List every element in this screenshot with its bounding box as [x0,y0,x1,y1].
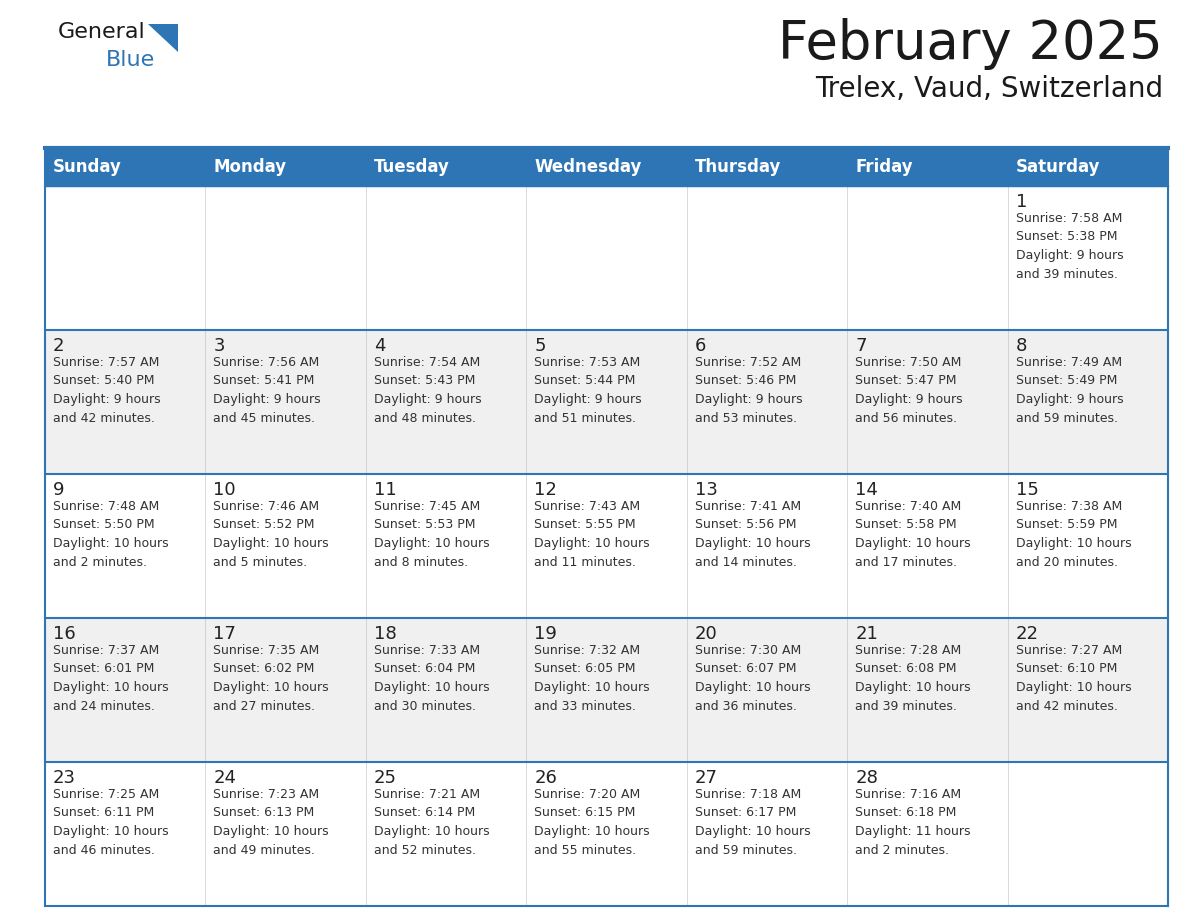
Text: 11: 11 [374,481,397,499]
Text: 9: 9 [53,481,64,499]
Text: 6: 6 [695,337,706,355]
Text: Trelex, Vaud, Switzerland: Trelex, Vaud, Switzerland [815,75,1163,103]
Bar [366,148,526,186]
Text: 8: 8 [1016,337,1026,355]
Bar [206,148,366,186]
Text: Sunrise: 7:30 AM
Sunset: 6:07 PM
Daylight: 10 hours
and 36 minutes.: Sunrise: 7:30 AM Sunset: 6:07 PM Dayligh… [695,644,810,712]
Text: Sunrise: 7:21 AM
Sunset: 6:14 PM
Daylight: 10 hours
and 52 minutes.: Sunrise: 7:21 AM Sunset: 6:14 PM Dayligh… [374,788,489,856]
Text: 24: 24 [214,769,236,787]
Text: Friday: Friday [855,158,912,176]
Text: Sunrise: 7:49 AM
Sunset: 5:49 PM
Daylight: 9 hours
and 59 minutes.: Sunrise: 7:49 AM Sunset: 5:49 PM Dayligh… [1016,356,1123,424]
Text: 3: 3 [214,337,225,355]
Bar [526,148,687,186]
Bar [45,474,1168,618]
Text: February 2025: February 2025 [778,18,1163,70]
Text: 22: 22 [1016,625,1038,643]
Text: Sunrise: 7:23 AM
Sunset: 6:13 PM
Daylight: 10 hours
and 49 minutes.: Sunrise: 7:23 AM Sunset: 6:13 PM Dayligh… [214,788,329,856]
Bar [45,762,1168,906]
Text: Sunrise: 7:43 AM
Sunset: 5:55 PM
Daylight: 10 hours
and 11 minutes.: Sunrise: 7:43 AM Sunset: 5:55 PM Dayligh… [535,500,650,568]
Text: Sunrise: 7:58 AM
Sunset: 5:38 PM
Daylight: 9 hours
and 39 minutes.: Sunrise: 7:58 AM Sunset: 5:38 PM Dayligh… [1016,212,1123,281]
Text: Sunrise: 7:37 AM
Sunset: 6:01 PM
Daylight: 10 hours
and 24 minutes.: Sunrise: 7:37 AM Sunset: 6:01 PM Dayligh… [53,644,169,712]
Text: Tuesday: Tuesday [374,158,450,176]
Text: Sunrise: 7:16 AM
Sunset: 6:18 PM
Daylight: 11 hours
and 2 minutes.: Sunrise: 7:16 AM Sunset: 6:18 PM Dayligh… [855,788,971,856]
Bar [45,618,1168,762]
Text: 2: 2 [53,337,64,355]
Text: 14: 14 [855,481,878,499]
Text: Sunrise: 7:28 AM
Sunset: 6:08 PM
Daylight: 10 hours
and 39 minutes.: Sunrise: 7:28 AM Sunset: 6:08 PM Dayligh… [855,644,971,712]
Text: Sunrise: 7:54 AM
Sunset: 5:43 PM
Daylight: 9 hours
and 48 minutes.: Sunrise: 7:54 AM Sunset: 5:43 PM Dayligh… [374,356,481,424]
Text: 1: 1 [1016,193,1026,211]
Bar [1007,148,1168,186]
Text: 19: 19 [535,625,557,643]
Text: Sunrise: 7:50 AM
Sunset: 5:47 PM
Daylight: 9 hours
and 56 minutes.: Sunrise: 7:50 AM Sunset: 5:47 PM Dayligh… [855,356,962,424]
Text: Sunrise: 7:56 AM
Sunset: 5:41 PM
Daylight: 9 hours
and 45 minutes.: Sunrise: 7:56 AM Sunset: 5:41 PM Dayligh… [214,356,321,424]
Text: 23: 23 [53,769,76,787]
Text: Sunrise: 7:57 AM
Sunset: 5:40 PM
Daylight: 9 hours
and 42 minutes.: Sunrise: 7:57 AM Sunset: 5:40 PM Dayligh… [53,356,160,424]
Text: Sunrise: 7:38 AM
Sunset: 5:59 PM
Daylight: 10 hours
and 20 minutes.: Sunrise: 7:38 AM Sunset: 5:59 PM Dayligh… [1016,500,1131,568]
Text: 20: 20 [695,625,718,643]
Text: 10: 10 [214,481,236,499]
Text: Sunrise: 7:41 AM
Sunset: 5:56 PM
Daylight: 10 hours
and 14 minutes.: Sunrise: 7:41 AM Sunset: 5:56 PM Dayligh… [695,500,810,568]
Text: Sunrise: 7:40 AM
Sunset: 5:58 PM
Daylight: 10 hours
and 17 minutes.: Sunrise: 7:40 AM Sunset: 5:58 PM Dayligh… [855,500,971,568]
Bar [45,148,206,186]
Text: Wednesday: Wednesday [535,158,642,176]
Text: Saturday: Saturday [1016,158,1100,176]
Text: Monday: Monday [214,158,286,176]
Text: Sunrise: 7:18 AM
Sunset: 6:17 PM
Daylight: 10 hours
and 59 minutes.: Sunrise: 7:18 AM Sunset: 6:17 PM Dayligh… [695,788,810,856]
Text: 27: 27 [695,769,718,787]
Text: Sunday: Sunday [53,158,122,176]
Bar [45,330,1168,474]
Bar [687,148,847,186]
Text: Sunrise: 7:35 AM
Sunset: 6:02 PM
Daylight: 10 hours
and 27 minutes.: Sunrise: 7:35 AM Sunset: 6:02 PM Dayligh… [214,644,329,712]
Bar [847,148,1007,186]
Text: 16: 16 [53,625,76,643]
Text: Sunrise: 7:53 AM
Sunset: 5:44 PM
Daylight: 9 hours
and 51 minutes.: Sunrise: 7:53 AM Sunset: 5:44 PM Dayligh… [535,356,642,424]
Text: Sunrise: 7:46 AM
Sunset: 5:52 PM
Daylight: 10 hours
and 5 minutes.: Sunrise: 7:46 AM Sunset: 5:52 PM Dayligh… [214,500,329,568]
Text: Thursday: Thursday [695,158,781,176]
Polygon shape [148,24,178,52]
Text: 25: 25 [374,769,397,787]
Text: 12: 12 [535,481,557,499]
Text: 26: 26 [535,769,557,787]
Text: Sunrise: 7:52 AM
Sunset: 5:46 PM
Daylight: 9 hours
and 53 minutes.: Sunrise: 7:52 AM Sunset: 5:46 PM Dayligh… [695,356,802,424]
Text: 15: 15 [1016,481,1038,499]
Text: General: General [58,22,146,42]
Text: Sunrise: 7:25 AM
Sunset: 6:11 PM
Daylight: 10 hours
and 46 minutes.: Sunrise: 7:25 AM Sunset: 6:11 PM Dayligh… [53,788,169,856]
Text: Sunrise: 7:32 AM
Sunset: 6:05 PM
Daylight: 10 hours
and 33 minutes.: Sunrise: 7:32 AM Sunset: 6:05 PM Dayligh… [535,644,650,712]
Text: Sunrise: 7:48 AM
Sunset: 5:50 PM
Daylight: 10 hours
and 2 minutes.: Sunrise: 7:48 AM Sunset: 5:50 PM Dayligh… [53,500,169,568]
Text: 28: 28 [855,769,878,787]
Text: 21: 21 [855,625,878,643]
Text: Sunrise: 7:45 AM
Sunset: 5:53 PM
Daylight: 10 hours
and 8 minutes.: Sunrise: 7:45 AM Sunset: 5:53 PM Dayligh… [374,500,489,568]
Text: 5: 5 [535,337,545,355]
Text: 13: 13 [695,481,718,499]
Text: 18: 18 [374,625,397,643]
Text: 17: 17 [214,625,236,643]
Text: 7: 7 [855,337,866,355]
Text: Sunrise: 7:20 AM
Sunset: 6:15 PM
Daylight: 10 hours
and 55 minutes.: Sunrise: 7:20 AM Sunset: 6:15 PM Dayligh… [535,788,650,856]
Bar [45,186,1168,330]
Text: Sunrise: 7:27 AM
Sunset: 6:10 PM
Daylight: 10 hours
and 42 minutes.: Sunrise: 7:27 AM Sunset: 6:10 PM Dayligh… [1016,644,1131,712]
Text: 4: 4 [374,337,385,355]
Text: Sunrise: 7:33 AM
Sunset: 6:04 PM
Daylight: 10 hours
and 30 minutes.: Sunrise: 7:33 AM Sunset: 6:04 PM Dayligh… [374,644,489,712]
Text: Blue: Blue [106,50,156,70]
